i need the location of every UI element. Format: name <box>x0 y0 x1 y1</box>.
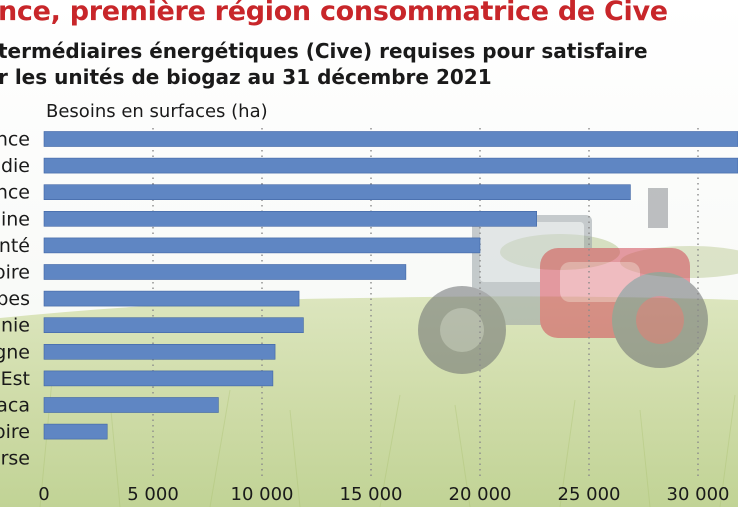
category-label: oire <box>0 262 30 284</box>
x-axis-title: Besoins en surfaces (ha) <box>46 101 268 122</box>
subtitle-line-2: r les unités de biogaz au 31 décembre 20… <box>0 65 492 89</box>
category-label: Est <box>1 368 30 390</box>
bar <box>43 157 738 174</box>
chart-title: nce, première région consommatrice de Ci… <box>0 0 668 27</box>
x-tick-label: 25 000 <box>558 484 621 505</box>
bar <box>43 237 481 254</box>
chart-subtitle: termédiaires énergétiques (Cive) requise… <box>0 38 648 90</box>
x-tick-label: 15 000 <box>340 484 403 505</box>
bar <box>43 131 738 147</box>
x-tick-label: 5 000 <box>127 484 179 505</box>
x-tick-label: 30 000 <box>667 484 730 505</box>
x-tick-label: 10 000 <box>231 484 294 505</box>
category-label: oire <box>0 421 30 443</box>
x-tick-label: 0 <box>38 484 49 505</box>
bar <box>43 290 300 307</box>
bar <box>43 423 108 440</box>
category-label: nté <box>0 235 30 257</box>
category-label: nce <box>0 129 30 151</box>
category-label: nie <box>1 315 30 337</box>
category-label: gne <box>0 341 30 363</box>
bar <box>43 211 537 227</box>
category-label: die <box>1 155 30 177</box>
subtitle-line-1: termédiaires énergétiques (Cive) requise… <box>0 39 648 63</box>
category-label: rse <box>1 448 30 470</box>
category-label: aca <box>0 395 30 417</box>
bar <box>43 370 274 387</box>
bar <box>43 317 304 334</box>
x-tick-label: 20 000 <box>449 484 512 505</box>
bar <box>43 397 219 413</box>
category-label: pes <box>0 288 30 310</box>
tractor <box>418 188 708 374</box>
bar <box>43 264 407 280</box>
category-label: nce <box>0 182 30 204</box>
bar <box>43 184 631 200</box>
bar <box>43 343 276 360</box>
category-label: ine <box>1 208 30 230</box>
